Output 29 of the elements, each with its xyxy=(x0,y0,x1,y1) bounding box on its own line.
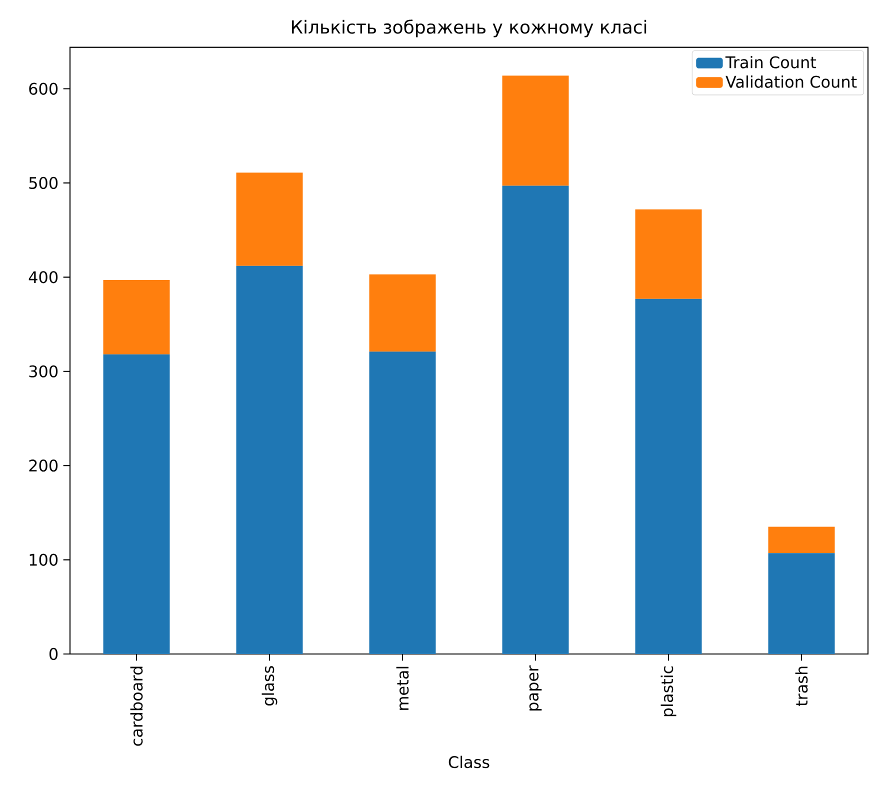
y-tick-label: 400 xyxy=(28,271,58,284)
x-tick-label: cardboard xyxy=(130,666,143,746)
y-tick-label: 500 xyxy=(29,176,58,190)
x-tick-label: paper xyxy=(529,665,542,710)
bar xyxy=(236,266,303,654)
chart-title: Кількість зображень у кожному класі xyxy=(292,20,646,38)
bar xyxy=(502,186,569,654)
bar xyxy=(635,209,702,299)
y-tick-label: 100 xyxy=(30,554,58,566)
y-tick-label: 0 xyxy=(49,648,58,660)
bar xyxy=(103,280,170,354)
y-tick-label: 200 xyxy=(29,460,58,472)
x-tick-label: glass xyxy=(262,666,278,706)
bar xyxy=(369,352,436,654)
bar xyxy=(768,526,835,554)
bar xyxy=(103,354,170,654)
x-tick-label: plastic xyxy=(660,666,676,716)
bar xyxy=(768,553,835,654)
x-axis-title: Class xyxy=(448,756,490,768)
bar xyxy=(635,298,702,654)
bar xyxy=(369,274,436,352)
x-tick-label: metal xyxy=(396,666,409,710)
bar xyxy=(236,172,303,266)
x-tick-label: trash xyxy=(795,666,808,706)
legend-label: Train Count xyxy=(725,56,816,68)
y-tick-label: 600 xyxy=(29,82,58,95)
legend-label: Validation Count xyxy=(726,75,857,88)
bar xyxy=(502,76,569,186)
y-tick-label: 300 xyxy=(29,365,58,378)
